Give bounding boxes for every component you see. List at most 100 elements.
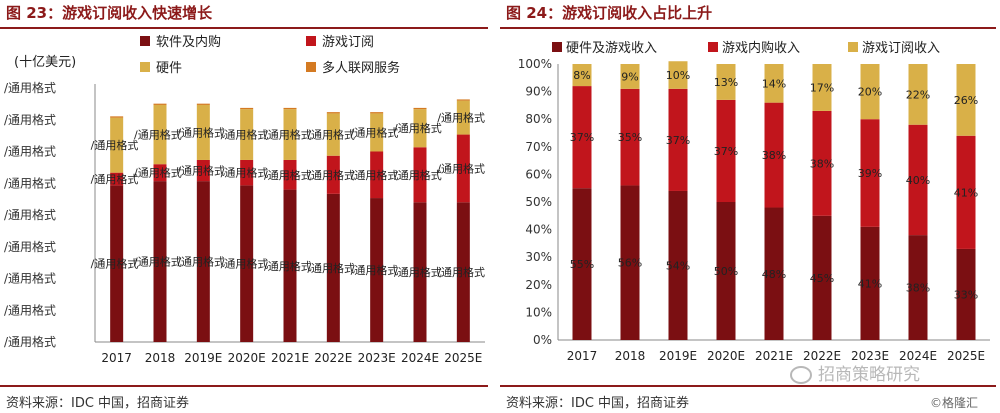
right-bar-segment (956, 248, 976, 340)
left-data-label: /通用格式 (351, 263, 399, 277)
right-bar-segment (716, 64, 736, 100)
right-legend-label: 游戏内购收入 (722, 40, 800, 56)
right-legend-swatch (848, 42, 858, 52)
right-bar-segment (572, 64, 592, 87)
right-data-label: 10% (666, 69, 690, 82)
right-x-tick-label: 2017 (567, 349, 598, 363)
right-bar-segment (620, 185, 640, 340)
right-legend-swatch (552, 42, 562, 52)
right-bar-segment (812, 215, 832, 340)
left-x-tick-label: 2021E (271, 351, 309, 365)
right-y-tick-label: 60% (525, 167, 552, 181)
left-bottom-rule (0, 385, 488, 387)
right-bar-segment (764, 64, 784, 103)
right-data-label: 14% (762, 77, 786, 90)
left-bar-segment (326, 112, 340, 114)
right-bar-segment (860, 226, 880, 340)
left-x-tick-label: 2017 (101, 351, 132, 365)
left-data-label: /通用格式 (91, 138, 139, 152)
right-y-tick-label: 30% (525, 250, 552, 264)
right-bar-segment (860, 119, 880, 227)
left-bar-segment (110, 172, 124, 186)
left-legend-swatch (306, 62, 316, 72)
right-bar-segment (812, 110, 832, 216)
right-data-label: 45% (810, 272, 834, 285)
right-x-tick-label: 2025E (947, 349, 985, 363)
left-bar-segment (326, 113, 340, 156)
left-data-label: /通用格式 (177, 164, 225, 178)
right-y-tick-label: 0% (533, 333, 552, 347)
left-data-label: /通用格式 (134, 166, 182, 180)
left-y-tick-label: /通用格式 (4, 175, 56, 190)
left-bar-segment (370, 113, 384, 152)
left-y-tick-label: /通用格式 (4, 302, 56, 317)
left-figure-title: 图 23：游戏订阅收入快速增长 (6, 4, 213, 22)
right-bar-segment (620, 64, 640, 89)
left-title-rule (0, 27, 488, 29)
image-credit: ©格隆汇 (930, 396, 979, 410)
left-data-label: /通用格式 (91, 257, 139, 271)
left-bar-segment (456, 99, 470, 101)
right-data-label: 35% (618, 131, 642, 144)
right-bottom-rule (500, 385, 996, 387)
left-bar-segment (370, 151, 384, 199)
right-data-label: 26% (954, 94, 978, 107)
left-data-label: /通用格式 (177, 125, 225, 139)
left-bar-segment (240, 159, 254, 186)
left-bar-segment (110, 185, 124, 342)
left-bar-segment (110, 117, 124, 173)
right-bar-segment (572, 188, 592, 340)
right-data-label: 22% (906, 88, 930, 101)
left-y-axis-title: (十亿美元) (14, 55, 76, 70)
right-y-tick-label: 80% (525, 112, 552, 126)
left-bar-segment (283, 159, 297, 190)
right-x-tick-label: 2018 (615, 349, 646, 363)
left-data-label: /通用格式 (307, 168, 355, 182)
left-bar-segment (240, 107, 254, 110)
right-bar-segment (668, 190, 688, 340)
right-y-tick-label: 40% (525, 223, 552, 237)
left-legend-swatch (140, 62, 150, 72)
left-source-note: 资料来源：IDC 中国，招商证券 (6, 396, 190, 411)
right-data-label: 38% (906, 282, 930, 295)
left-data-label: /通用格式 (394, 121, 442, 135)
right-chart-panel: 图 24：游戏订阅收入占比上升 0% 10% 20% 30% 40% 50% 60% 70% 8… (500, 0, 1000, 413)
right-data-label: 37% (666, 134, 690, 147)
left-data-label: /通用格式 (394, 168, 442, 182)
right-title-rule (500, 27, 996, 29)
left-legend-label: 软件及内购 (156, 34, 221, 50)
left-bar-segment (196, 159, 210, 182)
right-bar-segment (908, 64, 928, 125)
left-bar-segment (370, 112, 384, 114)
left-data-label: /通用格式 (264, 168, 312, 182)
left-bar-segment (153, 103, 167, 105)
left-stacked-bar-chart: (十亿美元) /通用格式/通用格式/通用格式/通用格式/通用格式/通用格式/通用格… (4, 34, 485, 365)
left-bar-segment (153, 164, 167, 182)
right-source-note: 资料来源：IDC 中国，招商证券 (506, 396, 690, 411)
left-bar-segment (283, 189, 297, 342)
left-x-tick-label: 2025E (444, 351, 482, 365)
right-y-tick-label: 50% (525, 195, 552, 209)
right-data-label: 55% (570, 258, 594, 271)
left-bar-segment (456, 202, 470, 342)
left-bar-segment (413, 107, 427, 110)
left-data-label: /通用格式 (437, 265, 485, 279)
right-y-tick-label: 10% (525, 305, 552, 319)
right-y-tick-label: 90% (525, 85, 552, 99)
right-legend-label: 硬件及游戏收入 (566, 41, 657, 56)
right-bar-segment (668, 61, 688, 89)
left-data-label: /通用格式 (221, 166, 269, 180)
right-bar-segment (764, 207, 784, 340)
right-bar-segment (956, 135, 976, 249)
left-data-label: /通用格式 (307, 128, 355, 142)
left-y-tick-label: /通用格式 (4, 112, 56, 127)
left-chart-panel: 图 23：游戏订阅收入快速增长 (十亿美元) /通用格式/通用格式/通用格式/通用… (0, 0, 492, 413)
left-legend-label: 游戏订阅 (322, 35, 374, 50)
right-data-label: 8% (573, 69, 590, 82)
left-x-tick-label: 2020E (228, 351, 266, 365)
right-bar-segment (668, 88, 688, 191)
right-y-tick-label: 20% (525, 278, 552, 292)
left-bar-segment (240, 185, 254, 342)
left-data-label: /通用格式 (177, 255, 225, 269)
right-x-tick-label: 2024E (899, 349, 937, 363)
